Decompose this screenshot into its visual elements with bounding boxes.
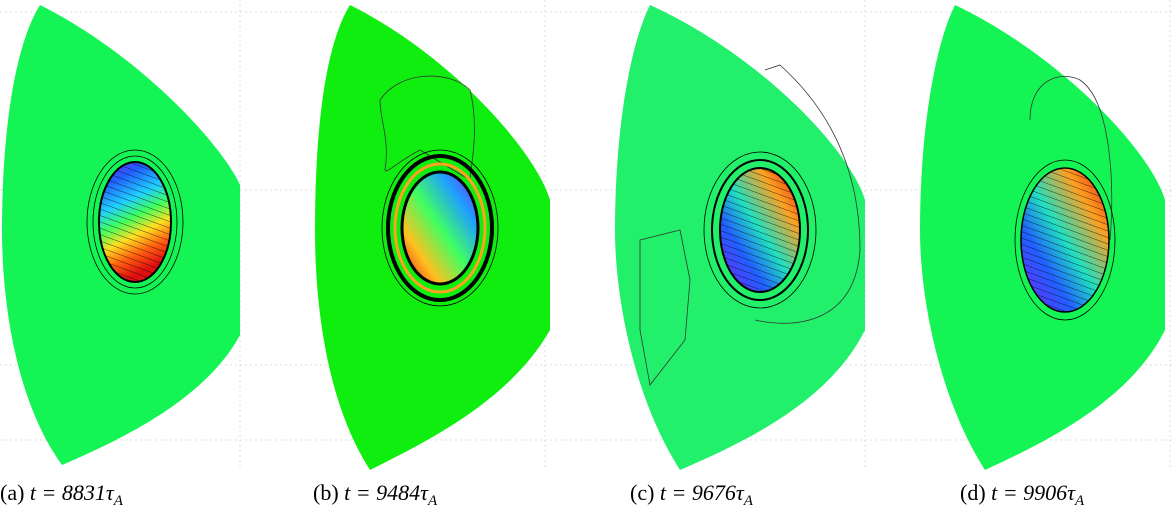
caption-time: t = 9906τ [991,480,1076,505]
contour [1014,159,1116,321]
caption: (b) t = 9484τA [313,480,438,509]
contour-lines [99,162,171,282]
contour [711,159,809,301]
caption-subscript: A [427,493,438,509]
caption-subscript: A [743,493,754,509]
caption-subscript: A [1074,493,1085,509]
contour-lines [1021,168,1109,312]
contour [393,162,487,294]
caption-label: (d) [960,480,986,505]
caption-time: t = 9676τ [660,480,745,505]
contour [703,151,817,309]
caption-label: (c) [630,480,654,505]
caption: (d) t = 9906τA [960,480,1085,509]
contour [639,229,691,386]
caption-subscript: A [113,493,124,509]
caption: (c) t = 9676τA [630,480,754,509]
panel-c [615,5,865,470]
caption: (a) t = 8831τA [0,480,124,509]
contour [1029,76,1113,241]
caption-time: t = 9484τ [344,480,429,505]
contour [754,64,861,324]
panel-d [920,5,1165,470]
caption-time: t = 8831τ [30,480,115,505]
contour-lines [720,168,800,292]
caption-label: (a) [0,480,24,505]
mode-structure [400,170,480,286]
panel-b [315,5,550,470]
caption-label: (b) [313,480,339,505]
contour [92,155,178,289]
contour [86,149,184,295]
contour [386,154,494,302]
panel-a [2,5,240,465]
contour [381,149,499,307]
